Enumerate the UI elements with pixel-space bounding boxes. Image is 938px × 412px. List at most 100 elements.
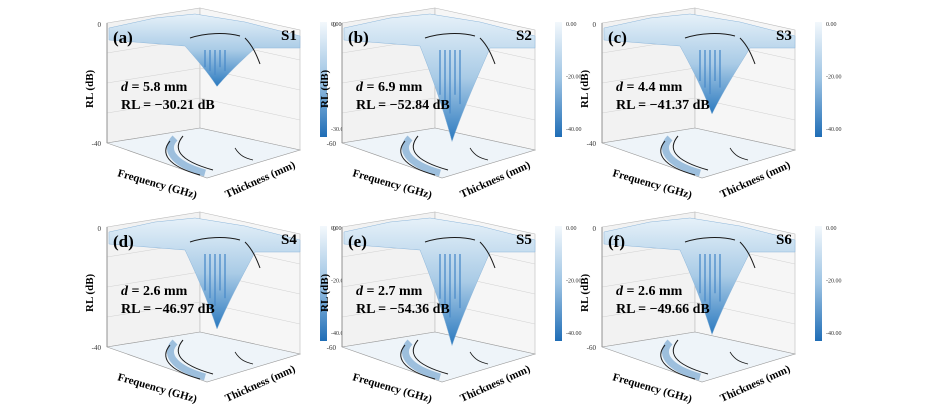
- d-value: = 5.8 mm: [128, 80, 188, 95]
- floor-projection: [402, 135, 441, 177]
- grid-line: [601, 97, 696, 114]
- colorbar-tick: -20.00: [826, 279, 842, 285]
- panel-s5: 0 -60 0.00 -20.00 -40.00 RL (dB) Frequency (GH…: [319, 211, 630, 412]
- colorbar: [815, 22, 822, 137]
- z-tick-top: 0: [333, 225, 337, 233]
- z-tick-bottom: -60: [587, 344, 597, 352]
- floor-contour: [412, 135, 449, 171]
- colorbar-tick: 0.00: [566, 226, 577, 232]
- panel-label: (c): [608, 28, 627, 47]
- d-symbol: d: [121, 80, 128, 95]
- z-tick-top: 0: [98, 21, 102, 29]
- d-symbol: d: [356, 284, 363, 299]
- floor-plane: [601, 127, 797, 179]
- colorbar: [320, 226, 327, 341]
- floor-contour: [165, 344, 201, 380]
- thickness-annotation: d = 5.8 mm: [121, 80, 187, 96]
- grid-line: [106, 301, 201, 318]
- z-axis-label: RL (dB): [319, 69, 331, 108]
- d-symbol: d: [356, 80, 363, 95]
- surface-contour: [684, 33, 736, 39]
- floor-contour: [400, 344, 436, 380]
- colorbar: [555, 22, 562, 137]
- floor-projection: [167, 339, 206, 381]
- sample-name: S6: [776, 232, 792, 248]
- rl-annotation: RL = −41.37 dB: [616, 98, 710, 113]
- thickness-annotation: d = 2.7 mm: [356, 284, 422, 300]
- rl-annotation: RL = −52.84 dB: [356, 98, 450, 113]
- panel-s6: 0 -60 0.00 -20.00 -40.00 RL (dB) Frequency (GH…: [579, 211, 890, 412]
- d-symbol: d: [121, 284, 128, 299]
- floor-contour: [234, 147, 254, 161]
- d-value: = 4.4 mm: [623, 80, 683, 95]
- surface-contour: [424, 33, 476, 39]
- colorbar-tick: -20.00: [826, 75, 842, 81]
- panel-s2: 0 -60 0.00 -20.00 -40.00 RL (dB) Frequency (GH…: [319, 7, 630, 208]
- floor-projection: [167, 135, 206, 177]
- colorbar-tick: -40.00: [826, 127, 842, 133]
- colorbar-tick: 0.00: [566, 22, 577, 28]
- floor-contour: [412, 339, 449, 375]
- z-tick-bottom: -40: [587, 140, 597, 148]
- floor-plane: [106, 127, 302, 179]
- grid-line: [106, 67, 201, 84]
- z-tick-bottom: -40: [92, 344, 102, 352]
- surface-plot: 0 -60 0.00 -20.00 -40.00 RL (dB) Frequency (GH…: [319, 7, 582, 202]
- floor-contour: [177, 135, 214, 171]
- grid-line: [106, 97, 201, 114]
- floor-plane: [341, 331, 537, 383]
- x-axis-label: Frequency (GHz): [351, 167, 433, 201]
- grid-line: [341, 97, 436, 114]
- panel-label: (b): [348, 28, 369, 47]
- x-axis-label: Frequency (GHz): [611, 167, 693, 201]
- panel-s4: 0 -40 0.00 -20.00 -40.00 RL (dB) Frequency (GH…: [84, 211, 395, 412]
- x-axis-label: Frequency (GHz): [351, 371, 433, 405]
- surface-contour: [479, 37, 496, 65]
- sample-name: S2: [516, 28, 532, 44]
- colorbar-tick: -30.00: [331, 127, 347, 133]
- floor-contour: [469, 351, 489, 365]
- colorbar-tick: 0.00: [331, 226, 342, 232]
- d-value: = 2.6 mm: [128, 284, 188, 299]
- d-value: = 6.9 mm: [363, 80, 423, 95]
- grid-line: [601, 67, 696, 84]
- surface-contour: [244, 37, 261, 65]
- surface-plot: 0 -60 0.00 -20.00 -40.00 RL (dB) Frequency (GH…: [579, 211, 842, 406]
- thickness-annotation: d = 2.6 mm: [121, 284, 187, 300]
- z-axis-label: RL (dB): [84, 69, 96, 108]
- z-axis-label: RL (dB): [319, 273, 331, 312]
- x-axis-label: Frequency (GHz): [116, 167, 198, 201]
- rl-annotation: RL = −54.36 dB: [356, 302, 450, 317]
- floor-contour: [672, 135, 709, 171]
- colorbar-tick: 0.00: [826, 226, 837, 232]
- floor-contour: [165, 140, 201, 176]
- panel-s1: 0 -40 0.00 -30.00 RL (dB) Frequency (GHz) Thic…: [84, 7, 395, 208]
- surface-contour: [684, 237, 736, 243]
- surface-contour: [244, 241, 261, 269]
- d-symbol: d: [616, 284, 623, 299]
- colorbar-tick: -40.00: [331, 331, 347, 337]
- z-tick-top: 0: [98, 225, 102, 233]
- surface-contour: [479, 241, 496, 269]
- floor-projection: [662, 135, 701, 177]
- colorbar-tick: -40.00: [566, 331, 582, 337]
- colorbar-tick: -20.00: [566, 279, 582, 285]
- floor-contour: [177, 339, 214, 375]
- sample-name: S4: [281, 232, 297, 248]
- panel-label: (e): [348, 232, 367, 251]
- surface-contour: [424, 237, 476, 243]
- thickness-annotation: d = 6.9 mm: [356, 80, 422, 96]
- floor-contour: [234, 351, 254, 365]
- surface-contour: [189, 33, 241, 39]
- grid-line: [341, 271, 436, 288]
- floor-projection: [402, 339, 441, 381]
- colorbar-tick: -40.00: [826, 331, 842, 337]
- colorbar: [320, 22, 327, 137]
- floor-plane: [106, 331, 302, 383]
- surface-plot: 0 -40 0.00 -20.00 -40.00 RL (dB) Frequency (GH…: [84, 211, 347, 406]
- grid-line: [199, 97, 301, 121]
- colorbar: [555, 226, 562, 341]
- colorbar-tick: -40.00: [566, 127, 582, 133]
- thickness-annotation: d = 2.6 mm: [616, 284, 682, 300]
